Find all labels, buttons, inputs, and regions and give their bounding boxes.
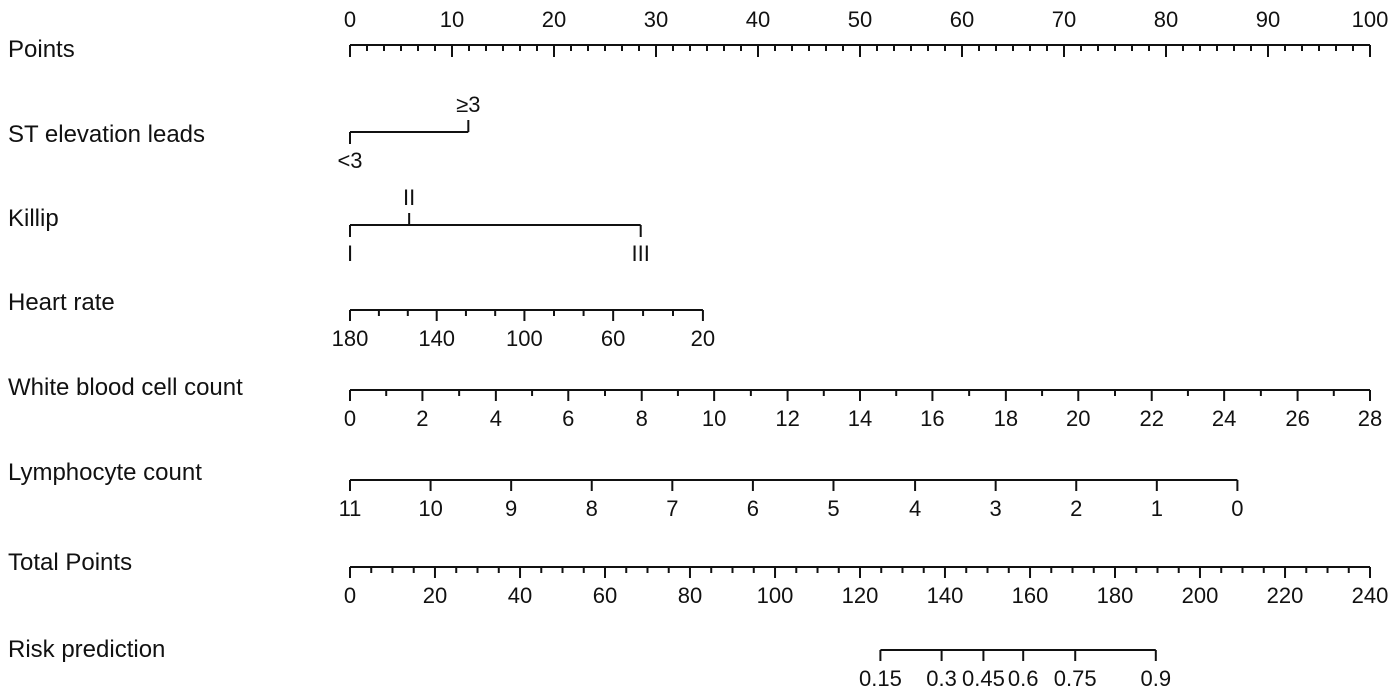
st-elevation-leads-tick-label-0: <3 <box>337 148 362 173</box>
points-tick-label-8: 80 <box>1154 7 1178 32</box>
lymphocyte-count-tick-label-11: 0 <box>1231 496 1243 521</box>
lymphocyte-count-tick-label-0: 11 <box>339 496 362 521</box>
total-points-tick-label-0: 0 <box>344 583 356 608</box>
killip-tick-label-2: III <box>632 241 650 266</box>
row-label-total-points: Total Points <box>8 549 132 576</box>
row-label-heart-rate: Heart rate <box>8 289 115 316</box>
total-points-tick-label-2: 40 <box>508 583 532 608</box>
white-blood-cell-count-tick-label-10: 20 <box>1066 406 1090 431</box>
points-tick-label-0: 0 <box>344 7 356 32</box>
total-points-tick-label-12: 240 <box>1352 583 1389 608</box>
white-blood-cell-count-tick-label-0: 0 <box>344 406 356 431</box>
white-blood-cell-count-tick-label-4: 8 <box>636 406 648 431</box>
heart-rate-tick-label-0: 180 <box>332 326 369 351</box>
points-tick-label-2: 20 <box>542 7 566 32</box>
killip-tick-label-1: II <box>403 185 415 210</box>
white-blood-cell-count-tick-label-9: 18 <box>994 406 1018 431</box>
heart-rate-tick-label-4: 20 <box>691 326 715 351</box>
heart-rate-tick-label-3: 60 <box>601 326 625 351</box>
lymphocyte-count-tick-label-2: 9 <box>505 496 517 521</box>
risk-prediction-tick-label-4: 0.75 <box>1054 666 1097 691</box>
points-tick-label-9: 90 <box>1256 7 1280 32</box>
points-tick-label-7: 70 <box>1052 7 1076 32</box>
white-blood-cell-count-tick-label-12: 24 <box>1212 406 1236 431</box>
points-tick-label-1: 10 <box>440 7 464 32</box>
total-points-tick-label-10: 200 <box>1182 583 1219 608</box>
white-blood-cell-count-tick-label-3: 6 <box>562 406 574 431</box>
killip-tick-label-0: I <box>347 241 353 266</box>
lymphocyte-count-tick-label-4: 7 <box>666 496 678 521</box>
row-label-risk-prediction: Risk prediction <box>8 636 165 663</box>
points-tick-label-4: 40 <box>746 7 770 32</box>
risk-prediction-tick-label-3: 0.6 <box>1008 666 1039 691</box>
white-blood-cell-count-tick-label-6: 12 <box>775 406 799 431</box>
total-points-tick-label-1: 20 <box>423 583 447 608</box>
row-label-lymphocyte-count: Lymphocyte count <box>8 459 202 486</box>
white-blood-cell-count-tick-label-14: 28 <box>1358 406 1382 431</box>
points-tick-label-3: 30 <box>644 7 668 32</box>
total-points-tick-label-5: 100 <box>757 583 794 608</box>
st-elevation-leads-tick-label-1: ≥3 <box>456 92 480 117</box>
total-points-tick-label-6: 120 <box>842 583 879 608</box>
row-label-st-elevation-leads: ST elevation leads <box>8 121 205 148</box>
white-blood-cell-count-tick-label-2: 4 <box>490 406 502 431</box>
white-blood-cell-count-tick-label-1: 2 <box>416 406 428 431</box>
risk-prediction-tick-label-1: 0.3 <box>926 666 957 691</box>
white-blood-cell-count-tick-label-8: 16 <box>920 406 944 431</box>
total-points-tick-label-4: 80 <box>678 583 702 608</box>
points-tick-label-10: 100 <box>1352 7 1389 32</box>
heart-rate-tick-label-2: 100 <box>506 326 543 351</box>
total-points-tick-label-11: 220 <box>1267 583 1304 608</box>
white-blood-cell-count-tick-label-7: 14 <box>848 406 872 431</box>
lymphocyte-count-tick-label-9: 2 <box>1070 496 1082 521</box>
white-blood-cell-count-tick-label-11: 22 <box>1139 406 1163 431</box>
risk-prediction-tick-label-5: 0.9 <box>1141 666 1172 691</box>
risk-prediction-tick-label-2: 0.45 <box>962 666 1005 691</box>
points-tick-label-5: 50 <box>848 7 872 32</box>
white-blood-cell-count-tick-label-13: 26 <box>1285 406 1309 431</box>
heart-rate-tick-label-1: 140 <box>418 326 455 351</box>
row-label-killip: Killip <box>8 205 59 232</box>
lymphocyte-count-tick-label-3: 8 <box>586 496 598 521</box>
lymphocyte-count-tick-label-6: 5 <box>827 496 839 521</box>
total-points-tick-label-3: 60 <box>593 583 617 608</box>
points-tick-label-6: 60 <box>950 7 974 32</box>
lymphocyte-count-tick-label-7: 4 <box>909 496 921 521</box>
total-points-tick-label-8: 160 <box>1012 583 1049 608</box>
row-label-points: Points <box>8 36 75 63</box>
lymphocyte-count-tick-label-8: 3 <box>990 496 1002 521</box>
total-points-tick-label-9: 180 <box>1097 583 1134 608</box>
risk-prediction-tick-label-0: 0.15 <box>859 666 902 691</box>
lymphocyte-count-tick-label-10: 1 <box>1151 496 1163 521</box>
white-blood-cell-count-tick-label-5: 10 <box>702 406 726 431</box>
row-label-white-blood-cell-count: White blood cell count <box>8 374 243 401</box>
lymphocyte-count-tick-label-5: 6 <box>747 496 759 521</box>
total-points-tick-label-7: 140 <box>927 583 964 608</box>
lymphocyte-count-tick-label-1: 10 <box>418 496 442 521</box>
